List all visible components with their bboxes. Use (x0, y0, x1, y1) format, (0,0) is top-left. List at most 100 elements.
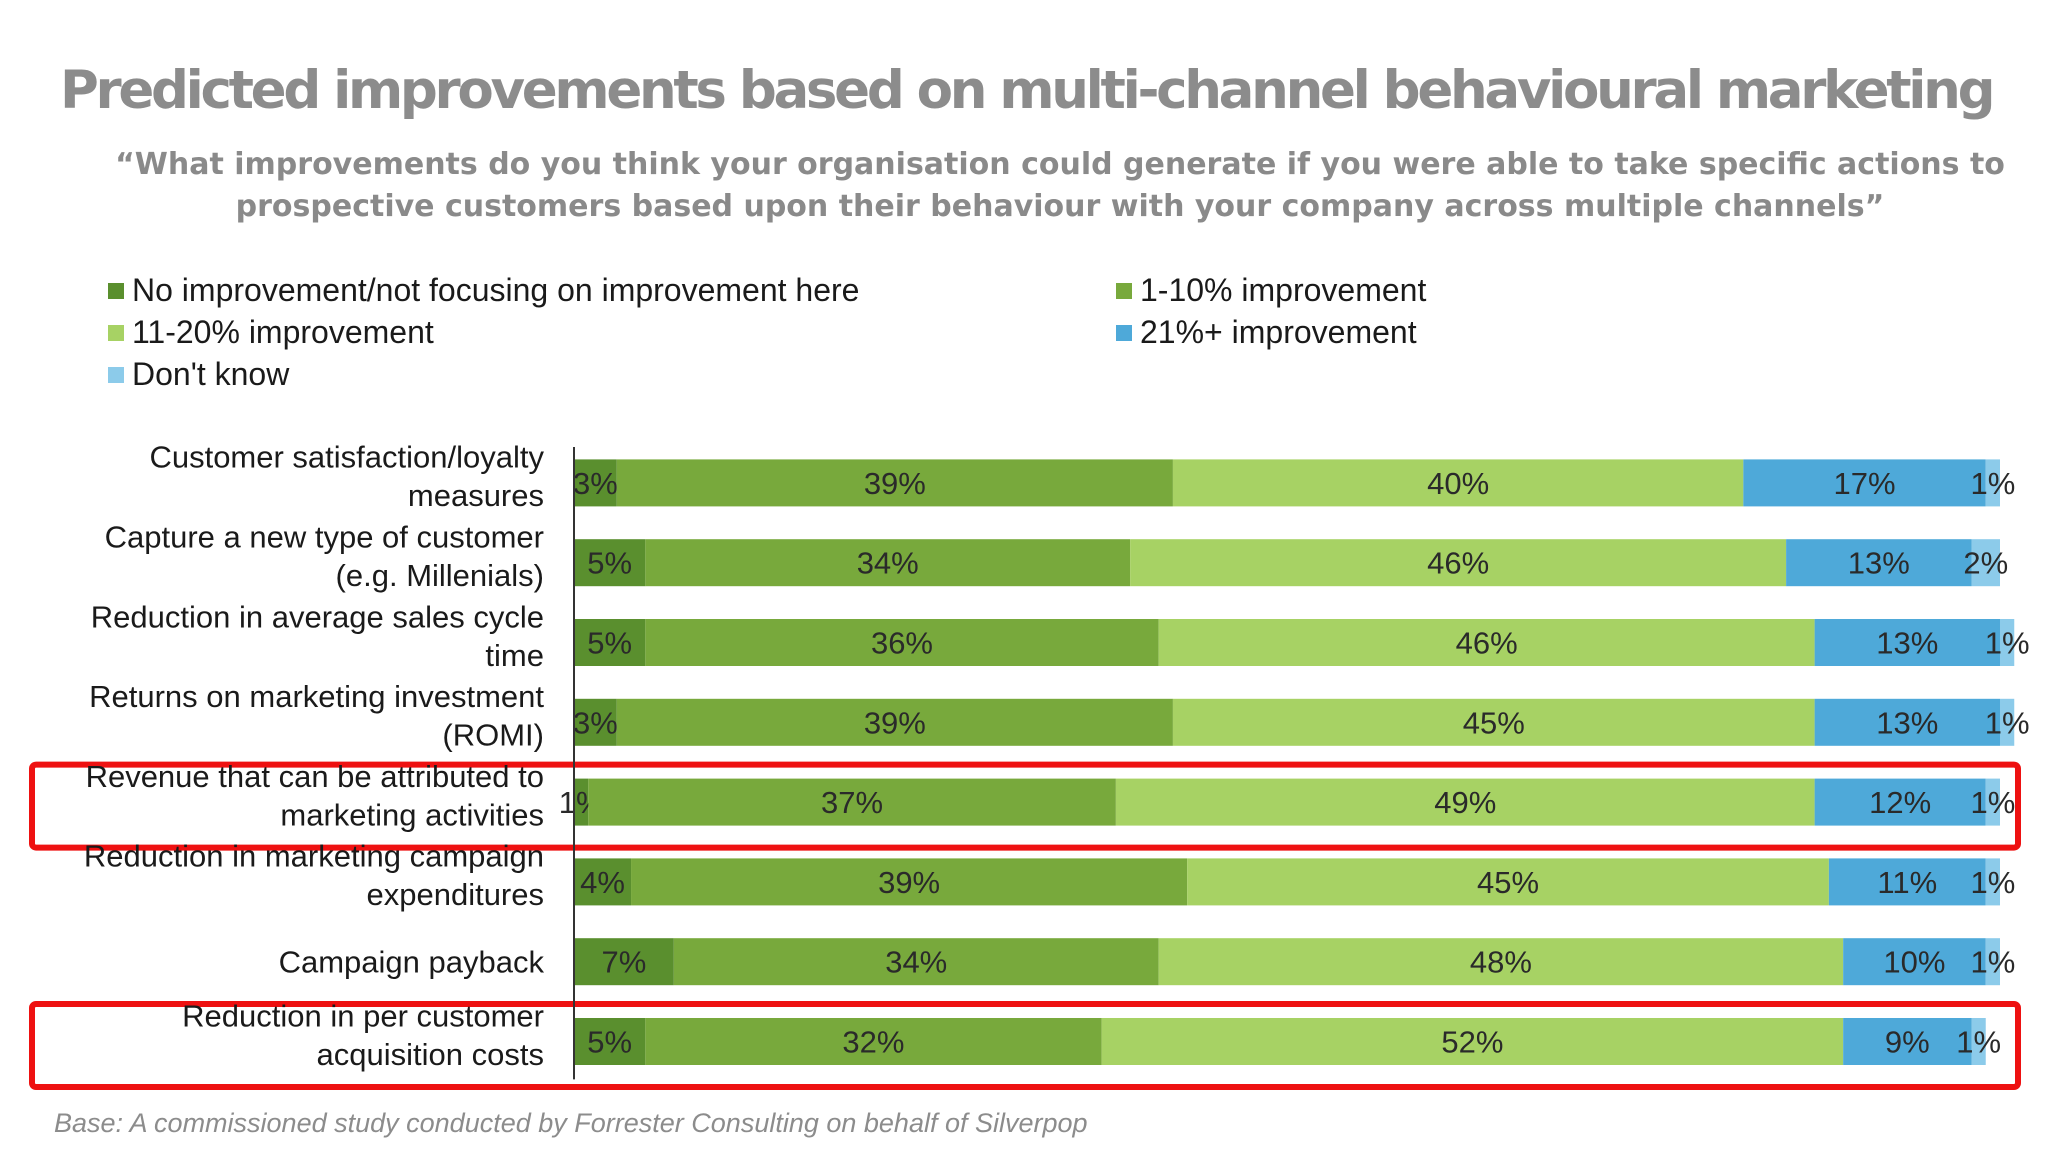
data-label: 46% (1456, 626, 1518, 661)
bar-segment-21-plus (1786, 539, 1972, 587)
legend-label-21-plus: 21%+ improvement (1140, 314, 1417, 350)
data-label: 17% (1834, 466, 1896, 501)
data-label: 3% (573, 466, 618, 501)
legend-swatch-dont-know (108, 366, 124, 383)
legend-item-1-10: 1-10% improvement (1116, 272, 1426, 309)
bar-segment-1-10 (616, 459, 1173, 507)
data-label: 10% (1883, 945, 1945, 980)
bar-segment-11-20 (1115, 778, 1815, 826)
data-label: 48% (1470, 945, 1532, 980)
bar-segment-no-improvement (574, 698, 617, 746)
category-label: Customer satisfaction/loyalty measures (149, 440, 544, 514)
category-label: Reduction in marketing campaign expenditu… (84, 839, 544, 913)
data-label: 49% (1434, 785, 1496, 820)
bar-segment-no-improvement (574, 1018, 646, 1065)
data-label: 9% (1885, 1025, 1930, 1060)
bar-segment-no-improvement (574, 858, 632, 906)
category-label: Reduction in per customer acquisition cos… (182, 998, 544, 1072)
bar-segment-11-20 (1172, 459, 1744, 507)
highlight-box (29, 1001, 2021, 1090)
bar-segment-21-plus (1843, 1018, 1972, 1065)
data-label: 40% (1427, 466, 1489, 501)
bar-segment-1-10 (616, 698, 1173, 746)
bar-segment-dont-know (2000, 619, 2015, 666)
bar-segment-1-10 (645, 539, 1131, 587)
data-label: 45% (1463, 705, 1525, 740)
footnote: Base: A commissioned study conducted by … (54, 1108, 1088, 1138)
data-label: 39% (864, 466, 926, 501)
bar-segment-no-improvement (574, 459, 617, 507)
highlight-box (29, 761, 2021, 851)
bar-segment-1-10 (673, 938, 1159, 986)
bar-segment-1-10 (631, 858, 1188, 906)
bar-segment-21-plus (1814, 698, 2000, 746)
data-label: 13% (1876, 626, 1938, 661)
bar-segment-no-improvement (574, 539, 646, 587)
data-label: 11% (1877, 865, 1937, 900)
legend-item-no-improvement: No improvement/not focusing on improveme… (108, 272, 859, 309)
data-label: 1% (1985, 626, 2030, 661)
data-label: 37% (821, 785, 883, 820)
legend-swatch-11-20 (108, 324, 124, 341)
legend-label-1-10: 1-10% improvement (1140, 272, 1427, 308)
bar-segment-dont-know (1985, 459, 2000, 507)
data-label: 2% (1963, 546, 2008, 581)
bar-segment-11-20 (1158, 938, 1844, 986)
data-label: 1% (1970, 865, 2015, 900)
legend-item-11-20: 11-20% improvement (108, 314, 434, 351)
data-label: 5% (587, 1025, 632, 1060)
category-label: Reduction in average sales cycle time (91, 599, 544, 673)
data-label: 34% (857, 546, 919, 581)
bar-segment-11-20 (1101, 1018, 1844, 1065)
data-label: 13% (1848, 546, 1910, 581)
chart-subtitle: “What improvements do you think your org… (115, 147, 2005, 224)
data-label: 1% (1956, 1025, 2001, 1060)
bar-segment-11-20 (1158, 619, 1815, 666)
bar-segment-11-20 (1172, 698, 1815, 746)
data-label: 32% (842, 1025, 904, 1060)
legend-label-11-20: 11-20% improvement (132, 314, 434, 350)
data-label: 1% (1985, 705, 2030, 740)
legend-item-21-plus: 21%+ improvement (1116, 314, 1417, 351)
bar-segment-dont-know (1985, 858, 2000, 906)
bar-segment-21-plus (1843, 938, 1986, 986)
category-label: Returns on marketing investment (ROMI) (89, 679, 544, 753)
data-label: 5% (587, 546, 632, 581)
bar-segment-no-improvement (574, 619, 646, 666)
data-label: 52% (1441, 1025, 1503, 1060)
data-label: 5% (587, 626, 632, 661)
bar-segment-21-plus (1814, 778, 1986, 826)
bar-segment-21-plus (1743, 459, 1986, 507)
bar-segment-no-improvement (574, 938, 674, 986)
legend-swatch-no-improvement (108, 282, 124, 299)
bar-segment-dont-know (1985, 938, 2000, 986)
bar-segment-1-10 (645, 1018, 1102, 1065)
data-label: 36% (871, 626, 933, 661)
bar-segment-21-plus (1828, 858, 1986, 906)
data-label: 39% (864, 705, 926, 740)
category-label: Revenue that can be attributed to marketi… (86, 759, 544, 833)
data-label: 13% (1876, 705, 1938, 740)
bar-segment-no-improvement (574, 778, 589, 826)
bar-segment-dont-know (1971, 539, 2000, 587)
bar-segment-1-10 (645, 619, 1159, 666)
legend-label-dont-know: Don't know (132, 356, 290, 392)
category-label: Capture a new type of customer (e.g. Mill… (105, 519, 544, 593)
data-label: 1% (1970, 785, 2015, 820)
legend-swatch-1-10 (1116, 282, 1132, 299)
data-label: 45% (1477, 865, 1539, 900)
bar-segment-dont-know (2000, 698, 2015, 746)
legend-item-dont-know: Don't know (108, 356, 289, 393)
data-label: 46% (1427, 546, 1489, 581)
legend-label-no-improvement: No improvement/not focusing on improveme… (132, 272, 860, 308)
bar-segment-1-10 (588, 778, 1116, 826)
data-label: 34% (885, 945, 947, 980)
data-label: 4% (580, 865, 625, 900)
legend-swatch-21-plus (1116, 324, 1132, 341)
data-label: 39% (878, 865, 940, 900)
data-label: 3% (573, 705, 618, 740)
data-label: 7% (602, 945, 647, 980)
category-label: Campaign payback (279, 945, 545, 980)
data-label: 1% (1970, 945, 2015, 980)
